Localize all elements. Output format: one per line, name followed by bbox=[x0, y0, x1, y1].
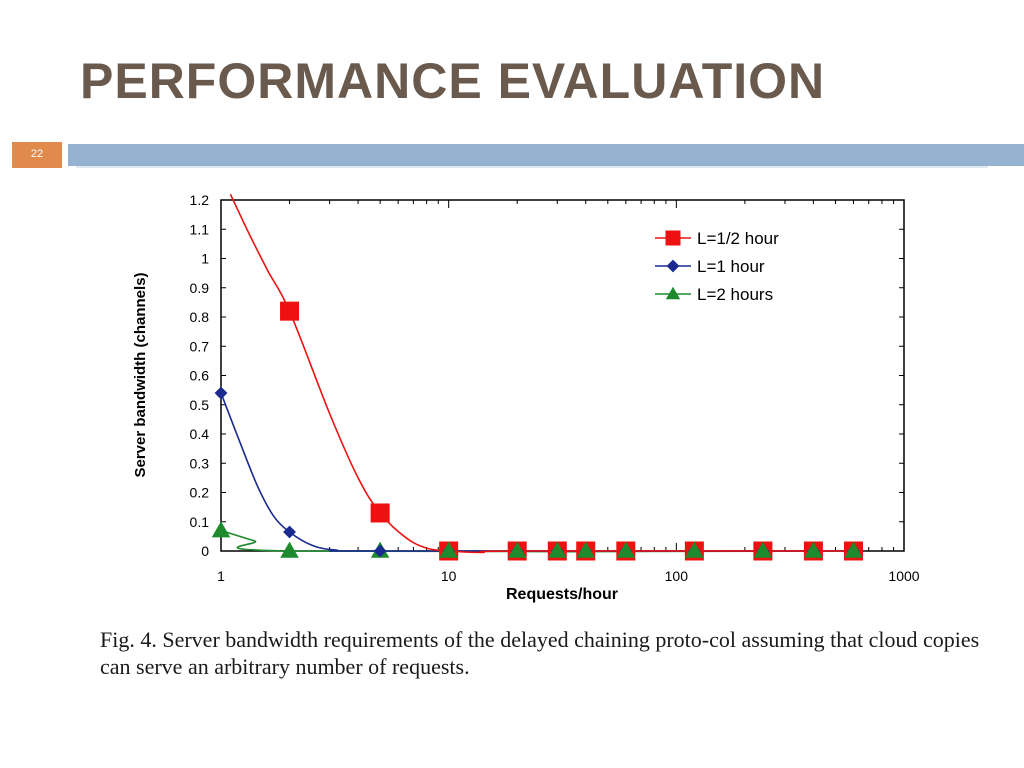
figure-caption: Fig. 4. Server bandwidth requirements of… bbox=[100, 627, 980, 679]
y-tick-label: 0.8 bbox=[190, 309, 210, 325]
x-tick-label: 1 bbox=[217, 568, 225, 584]
series-line-0 bbox=[229, 193, 854, 554]
y-tick-label: 1.1 bbox=[190, 221, 210, 237]
y-tick-label: 0.3 bbox=[190, 455, 210, 471]
header-bar bbox=[68, 144, 1024, 166]
header-divider bbox=[76, 166, 988, 168]
y-tick-label: 0.7 bbox=[190, 338, 210, 354]
slide-number: 22 bbox=[30, 148, 44, 160]
data-point-triangle-overlay bbox=[439, 541, 458, 558]
legend-label: L=2 hours bbox=[697, 285, 773, 304]
y-tick-label: 0.9 bbox=[190, 280, 210, 296]
y-tick-label: 0.6 bbox=[190, 368, 210, 384]
slide-number-badge: 22 bbox=[12, 142, 62, 168]
y-tick-label: 0.1 bbox=[190, 514, 210, 530]
data-point-diamond bbox=[373, 544, 387, 558]
data-point-diamond bbox=[283, 525, 296, 539]
legend-marker bbox=[665, 230, 681, 246]
y-tick-label: 0 bbox=[201, 543, 209, 559]
data-point-triangle bbox=[280, 541, 299, 558]
x-tick-label: 10 bbox=[441, 568, 457, 584]
data-point-triangle-overlay bbox=[804, 541, 823, 558]
plot-frame bbox=[220, 199, 905, 552]
y-axis-label: Server bandwidth (channels) bbox=[132, 272, 149, 477]
data-point-triangle-overlay bbox=[616, 541, 636, 558]
data-point-triangle-overlay bbox=[753, 541, 773, 558]
series-line-1 bbox=[221, 392, 854, 552]
y-tick-label: 0.4 bbox=[190, 426, 210, 442]
data-point-triangle-overlay bbox=[844, 541, 863, 558]
y-tick-label: 1 bbox=[201, 251, 209, 267]
slide-title: PERFORMANCE EVALUATION bbox=[80, 53, 826, 109]
legend-label: L=1/2 hour bbox=[697, 229, 779, 248]
x-tick-label: 100 bbox=[665, 568, 689, 584]
data-point-diamond bbox=[214, 386, 228, 400]
y-tick-label: 0.2 bbox=[190, 485, 210, 501]
y-tick-label: 0.5 bbox=[190, 397, 210, 413]
series-markers bbox=[211, 301, 863, 561]
x-axis-label: Requests/hour bbox=[506, 586, 618, 603]
x-tick-label: 1000 bbox=[888, 568, 919, 584]
chart-legend: L=1/2 hour L=1 hour L=2 hours bbox=[655, 229, 779, 304]
axis-ticks: 0 0.1 0.2 0.3 0.4 0.5 0.6 0.7 0.8 0.9 1 1.1 1.2 1 10 10… bbox=[190, 192, 920, 584]
legend-marker bbox=[665, 286, 681, 300]
data-point-triangle-overlay bbox=[685, 541, 704, 558]
data-point-square bbox=[280, 301, 300, 321]
legend-label: L=1 hour bbox=[697, 257, 765, 276]
data-point-triangle-overlay bbox=[507, 541, 527, 558]
data-point-triangle-overlay bbox=[576, 541, 595, 558]
data-point-triangle-overlay bbox=[548, 541, 567, 558]
y-tick-label: 1.2 bbox=[190, 192, 210, 208]
data-point-square bbox=[370, 503, 390, 523]
data-point-triangle bbox=[211, 521, 231, 538]
legend-marker bbox=[666, 259, 680, 273]
